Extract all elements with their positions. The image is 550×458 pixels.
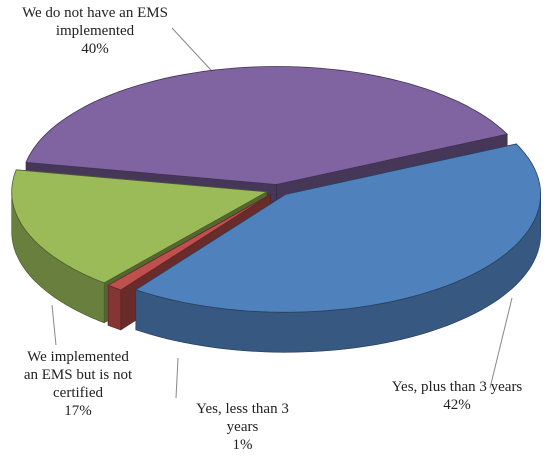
category-label: We do not have an EMS implemented	[22, 5, 168, 39]
slice	[107, 194, 271, 291]
value-label: 42%	[443, 397, 471, 413]
slice-label: We do not have an EMS implemented 40%	[5, 4, 185, 58]
slice	[25, 66, 509, 185]
category-label: We implemented an EMS but is not certifi…	[23, 349, 133, 401]
slice	[11, 169, 269, 284]
value-label: 40%	[81, 41, 109, 57]
value-label: 1%	[232, 437, 253, 453]
leader-line	[489, 297, 513, 389]
leader-line	[175, 357, 179, 399]
category-label: Yes, less than 3 years	[196, 401, 289, 435]
slice-label: Yes, less than 3 years 1%	[180, 400, 305, 454]
slice-side	[107, 284, 122, 331]
leader-line	[51, 304, 57, 346]
category-label: Yes, plus than 3 years	[391, 379, 523, 395]
value-label: 17%	[64, 403, 92, 419]
slice-label: Yes, plus than 3 years 42%	[372, 378, 542, 414]
slice-label: We implemented an EMS but is not certifi…	[22, 348, 134, 420]
slice	[134, 143, 542, 313]
